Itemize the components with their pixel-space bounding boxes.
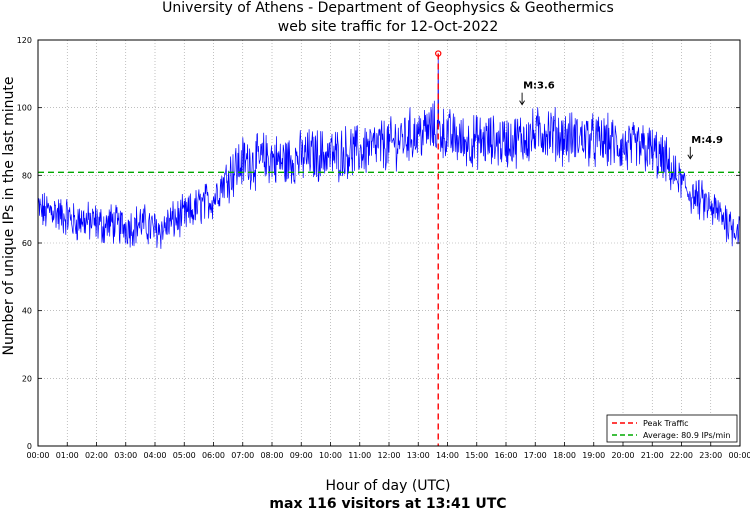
x-tick-label: 03:00 (114, 451, 137, 460)
y-tick-label: 60 (22, 239, 32, 248)
x-tick-label: 08:00 (260, 451, 283, 460)
y-axis-label: Number of unique IPs in the last minute (1, 77, 17, 356)
x-tick-label: 00:00 (728, 451, 750, 460)
x-tick-label: 10:00 (319, 451, 342, 460)
traffic-series (37, 53, 740, 249)
x-tick-label: 00:00 (26, 451, 49, 460)
x-tick-label: 23:00 (699, 451, 722, 460)
x-tick-label: 14:00 (436, 451, 459, 460)
y-axis-ticks: 0 20 40 60 80 100 120 (17, 36, 740, 451)
chart-subtitle: web site traffic for 12-Oct-2022 (278, 19, 499, 35)
x-tick-label: 22:00 (670, 451, 693, 460)
x-tick-label: 15:00 (465, 451, 488, 460)
x-tick-label: 05:00 (173, 451, 196, 460)
x-tick-label: 20:00 (611, 451, 634, 460)
x-axis-ticks: 00:00 01:00 02:00 03:00 04:00 05:00 06:00 07:00… (26, 442, 750, 460)
y-tick-label: 100 (17, 104, 32, 113)
x-tick-label: 04:00 (143, 451, 166, 460)
y-tick-label: 20 (22, 374, 32, 383)
chart-title: University of Athens - Department of Geo… (162, 0, 614, 16)
annotations: M:3.6 M:4.9 (519, 81, 723, 160)
annotation-arrow-head (687, 154, 694, 160)
x-tick-label: 07:00 (231, 451, 254, 460)
x-axis-label: Hour of day (UTC) (326, 478, 451, 494)
x-tick-label: 06:00 (202, 451, 225, 460)
y-tick-label: 120 (17, 36, 32, 45)
x-tick-label: 01:00 (56, 451, 79, 460)
traffic-line (37, 53, 740, 249)
x-tick-label: 12:00 (377, 451, 400, 460)
legend-peak-label: Peak Traffic (643, 419, 689, 428)
y-tick-label: 80 (22, 171, 32, 180)
legend: Peak Traffic Average: 80.9 IPs/min (606, 414, 738, 443)
x-tick-label: 11:00 (348, 451, 371, 460)
legend-box (606, 414, 738, 443)
annotation-arrow-head (519, 100, 525, 106)
earthquake-annotation-label: M:3.6 (523, 81, 555, 92)
x-tick-label: 09:00 (290, 451, 313, 460)
x-tick-label: 17:00 (524, 451, 547, 460)
x-tick-label: 18:00 (553, 451, 576, 460)
earthquake-annotation-label: M:4.9 (691, 135, 723, 146)
x-tick-label: 02:00 (85, 451, 108, 460)
x-tick-label: 16:00 (494, 451, 517, 460)
y-tick-label: 0 (27, 442, 32, 451)
x-axis-sublabel: max 116 visitors at 13:41 UTC (269, 496, 506, 511)
x-tick-label: 13:00 (407, 451, 430, 460)
reference-lines (38, 50, 740, 446)
x-tick-label: 19:00 (582, 451, 605, 460)
peak-marker (435, 50, 442, 57)
grid-lines (37, 39, 741, 447)
legend-average-label: Average: 80.9 IPs/min (643, 431, 730, 440)
y-tick-label: 40 (22, 307, 32, 316)
x-tick-label: 21:00 (641, 451, 664, 460)
